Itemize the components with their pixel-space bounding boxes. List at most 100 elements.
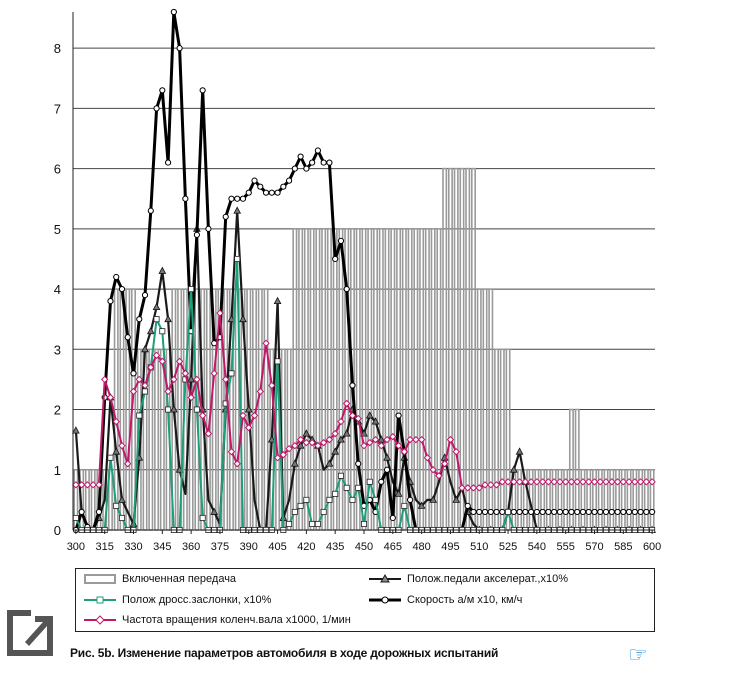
throttle-point — [297, 502, 304, 509]
rpm-point — [429, 466, 437, 474]
gear-bar — [303, 228, 309, 531]
pedal-point — [509, 465, 518, 473]
x-tick-label: 330 — [124, 541, 142, 553]
legend-item-pedal: Полож.педали акселерат.,х10% — [369, 573, 568, 585]
throttle-point — [314, 520, 321, 527]
rpm-point — [227, 447, 236, 456]
speed-point — [113, 273, 120, 281]
pedal-point — [158, 266, 167, 274]
x-tick-label: 600 — [643, 541, 661, 553]
speed-point — [159, 87, 166, 94]
pedal-point — [239, 314, 247, 323]
gear-bar — [315, 228, 321, 531]
rpm-point — [631, 478, 639, 486]
throttle-point — [136, 412, 143, 419]
x-tick-labels: 300 315 330 345 360 375 390 405 420 435 450 465 480 4… — [67, 541, 662, 553]
circle-marker-icon — [369, 596, 401, 604]
throttle-point — [193, 406, 200, 413]
rpm-point — [250, 411, 259, 420]
rpm-point — [77, 481, 86, 489]
rpm-point — [337, 417, 345, 426]
speed-point — [614, 508, 621, 516]
speed-point — [516, 508, 523, 516]
throttle-point — [303, 496, 310, 503]
pedal-point — [337, 435, 345, 443]
speed-point — [556, 508, 564, 516]
speed-point — [476, 508, 483, 516]
y-tick-labels: 0 1 2 3 4 5 6 7 8 — [54, 41, 61, 538]
speed-point — [297, 153, 304, 160]
speed-point — [326, 159, 333, 166]
rpm-point — [412, 435, 420, 444]
rpm-point — [458, 484, 466, 492]
pedal-point — [371, 417, 380, 425]
speed-point — [631, 508, 638, 516]
rpm-point — [475, 484, 483, 492]
speed-point — [487, 508, 494, 516]
speed-point — [291, 165, 298, 172]
speed-point — [591, 508, 598, 516]
speed-point — [274, 189, 281, 196]
rpm-point — [268, 381, 276, 390]
speed-point — [562, 508, 569, 516]
pedal-point — [141, 344, 149, 353]
x-tick-label: 360 — [182, 541, 200, 553]
speed-point — [579, 508, 587, 516]
pedal-point — [118, 495, 126, 503]
rpm-point — [187, 393, 195, 402]
y-tick-label: 2 — [54, 403, 61, 418]
rpm-point — [135, 375, 143, 384]
rpm-point — [487, 481, 495, 489]
throttle-point — [326, 496, 333, 503]
x-tick-label: 480 — [412, 541, 430, 553]
y-tick-label: 4 — [54, 282, 61, 297]
speed-point — [499, 508, 506, 516]
rpm-point — [602, 478, 610, 486]
rpm-point — [515, 478, 524, 486]
throttle-point — [234, 255, 241, 262]
throttle-point — [159, 328, 166, 335]
pedal-point — [273, 296, 282, 305]
pedal-point — [383, 453, 391, 461]
rpm-point — [533, 478, 541, 486]
speed-point — [193, 231, 200, 238]
rpm-point — [285, 444, 293, 453]
rpm-point — [469, 484, 478, 492]
speed-point — [389, 514, 396, 522]
x-tick-label: 555 — [557, 541, 575, 553]
rpm-point — [118, 441, 126, 450]
throttle-point — [332, 490, 339, 497]
speed-point — [147, 207, 154, 214]
gear-bar — [494, 348, 500, 531]
rpm-point — [262, 339, 270, 347]
speed-point — [164, 159, 172, 166]
rpm-point — [613, 478, 622, 486]
speed-point — [107, 298, 114, 305]
x-tick-label: 375 — [211, 541, 229, 553]
rpm-point — [435, 472, 443, 480]
rpm-point — [377, 441, 385, 450]
rpm-point — [464, 484, 472, 492]
pedal-point — [325, 459, 334, 467]
rpm-point — [193, 375, 201, 384]
rpm-point — [481, 481, 489, 489]
pedal-point — [417, 501, 426, 509]
pedal-point — [233, 206, 242, 214]
gear-bar — [413, 228, 419, 531]
rpm-point — [296, 435, 305, 444]
gear-swatch-icon — [84, 574, 116, 584]
speed-point — [349, 382, 356, 389]
pedal-point — [342, 429, 351, 437]
rpm-point — [573, 478, 581, 486]
rpm-point — [72, 481, 80, 489]
figure-caption: Рис. 5b. Изменение параметров автомобиля… — [70, 646, 499, 660]
rpm-point — [245, 423, 253, 432]
speed-point — [522, 508, 529, 516]
pedal-point — [169, 405, 178, 413]
rpm-point — [175, 357, 184, 366]
throttle-point — [309, 520, 316, 527]
x-tick-label: 315 — [96, 541, 114, 553]
y-tick-label: 3 — [54, 342, 61, 357]
x-tick-label: 435 — [326, 541, 344, 553]
speed-point — [649, 508, 656, 516]
